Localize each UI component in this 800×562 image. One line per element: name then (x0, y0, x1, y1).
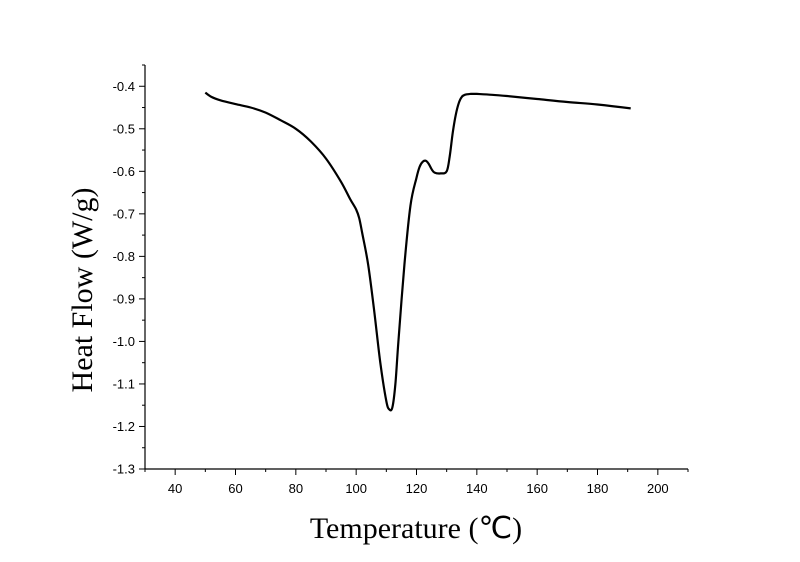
y-tick-label: -0.4 (113, 79, 135, 94)
series-group (204, 91, 631, 412)
y-tick-label: -1.3 (113, 462, 135, 477)
x-tick-label: 60 (228, 481, 242, 496)
heat-flow-series-line (204, 91, 631, 412)
y-tick-label: -1.1 (113, 376, 135, 391)
x-tick-label: 40 (168, 481, 182, 496)
x-tick-label: 140 (466, 481, 488, 496)
x-axis-ticks: 40 60 80 100 120 140 160 180 200 (144, 469, 689, 496)
x-tick-label: 80 (289, 481, 303, 496)
y-tick-label: -0.9 (113, 291, 135, 306)
y-tick-label: -0.5 (113, 121, 135, 136)
x-tick-label: 100 (345, 481, 367, 496)
y-axis-ticks: -0.4 -0.5 -0.6 -0.7 -0.8 -0.9 -1.0 -1.1 -1.2 -1.3 (113, 64, 145, 477)
x-tick-label: 180 (587, 481, 609, 496)
y-tick-label: -1.0 (113, 334, 135, 349)
x-tick-label: 160 (526, 481, 548, 496)
x-axis-title: Temperature (℃) (310, 512, 522, 545)
y-tick-label: -0.8 (113, 249, 135, 264)
y-tick-label: -1.2 (113, 419, 135, 434)
x-tick-label: 120 (406, 481, 428, 496)
y-axis-title: Heat Flow (W/g) (66, 188, 99, 393)
y-tick-label: -0.7 (113, 206, 135, 221)
plot-axes (144, 65, 688, 470)
y-tick-label: -0.6 (113, 164, 135, 179)
x-tick-label: 200 (647, 481, 669, 496)
